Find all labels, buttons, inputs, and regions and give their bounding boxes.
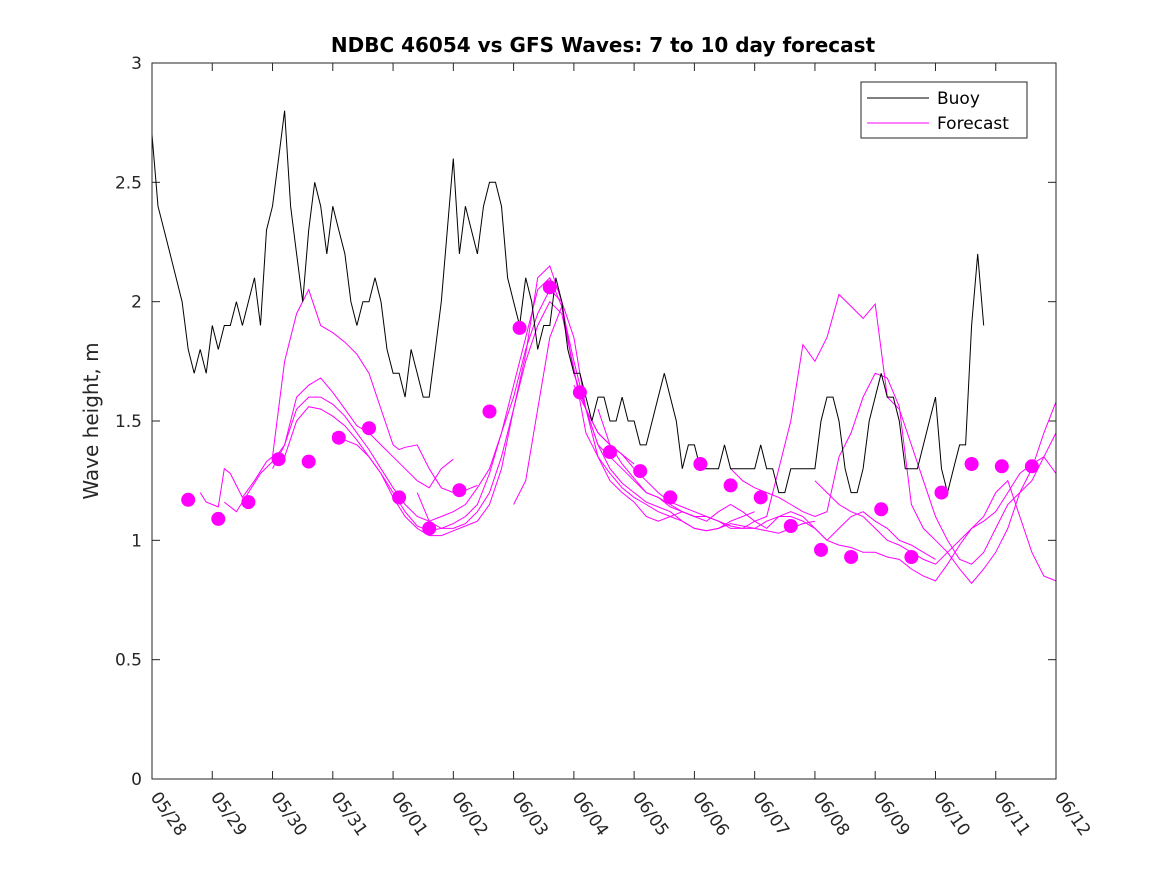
forecast-marker	[904, 550, 919, 564]
forecast-line	[730, 372, 1057, 585]
forecast-line	[513, 304, 936, 560]
axes-background	[152, 63, 1056, 779]
forecast-line	[573, 384, 1057, 582]
forecast-marker	[753, 490, 768, 505]
y-tick-label: 2.5	[115, 173, 142, 193]
forecast-marker	[211, 511, 226, 526]
forecast-markers	[181, 280, 1039, 564]
forecast-marker	[452, 483, 467, 498]
forecast-marker	[422, 521, 437, 536]
buoy-series	[151, 110, 985, 494]
buoy-line	[151, 110, 985, 494]
forecast-marker	[1024, 459, 1039, 474]
forecast-line	[199, 288, 478, 508]
forecast-line	[284, 276, 695, 532]
forecast-marker	[663, 490, 678, 505]
y-tick-label: 1	[131, 531, 142, 551]
legend-buoy-label: Buoy	[937, 89, 980, 109]
forecast-marker	[241, 495, 256, 510]
y-tick-label: 0.5	[115, 651, 142, 671]
y-tick-label: 1.5	[115, 412, 142, 432]
forecast-marker	[723, 478, 738, 493]
forecast-marker	[542, 280, 557, 295]
forecast-series	[199, 264, 1057, 585]
forecast-marker	[392, 490, 407, 505]
forecast-marker	[964, 457, 979, 471]
forecast-marker	[181, 492, 196, 507]
forecast-line	[416, 264, 815, 534]
chart-title: NDBC 46054 vs GFS Waves: 7 to 10 day for…	[331, 33, 876, 57]
forecast-marker	[512, 320, 527, 335]
plot-area: 00.511.522.53 05/28 05/29 05/30 05/31 06/01 0…	[115, 54, 1094, 840]
forecast-line	[223, 377, 454, 513]
legend-forecast-label: Forecast	[937, 114, 1009, 134]
forecast-marker	[603, 445, 617, 459]
forecast-marker	[874, 502, 889, 517]
forecast-line	[597, 293, 1057, 565]
forecast-marker	[301, 454, 316, 469]
y-axis-label: Wave height, m	[79, 342, 103, 499]
y-tick-label: 0	[131, 770, 142, 790]
forecast-marker	[331, 430, 346, 445]
forecast-line	[814, 456, 1057, 565]
forecast-marker	[693, 457, 708, 471]
axes-box	[151, 62, 1057, 780]
forecast-marker	[362, 421, 376, 436]
forecast-marker	[994, 459, 1009, 474]
forecast-marker	[783, 519, 798, 533]
forecast-marker	[633, 464, 648, 479]
forecast-marker	[271, 452, 286, 467]
y-tick-label: 2	[131, 293, 142, 313]
legend: Buoy Forecast	[860, 81, 1028, 139]
forecast-marker	[844, 550, 859, 564]
forecast-marker	[572, 385, 587, 400]
forecast-marker	[814, 542, 828, 557]
forecast-marker	[934, 485, 949, 500]
forecast-marker	[482, 404, 497, 419]
y-tick-label: 3	[131, 54, 142, 74]
legend-box	[860, 81, 1028, 139]
